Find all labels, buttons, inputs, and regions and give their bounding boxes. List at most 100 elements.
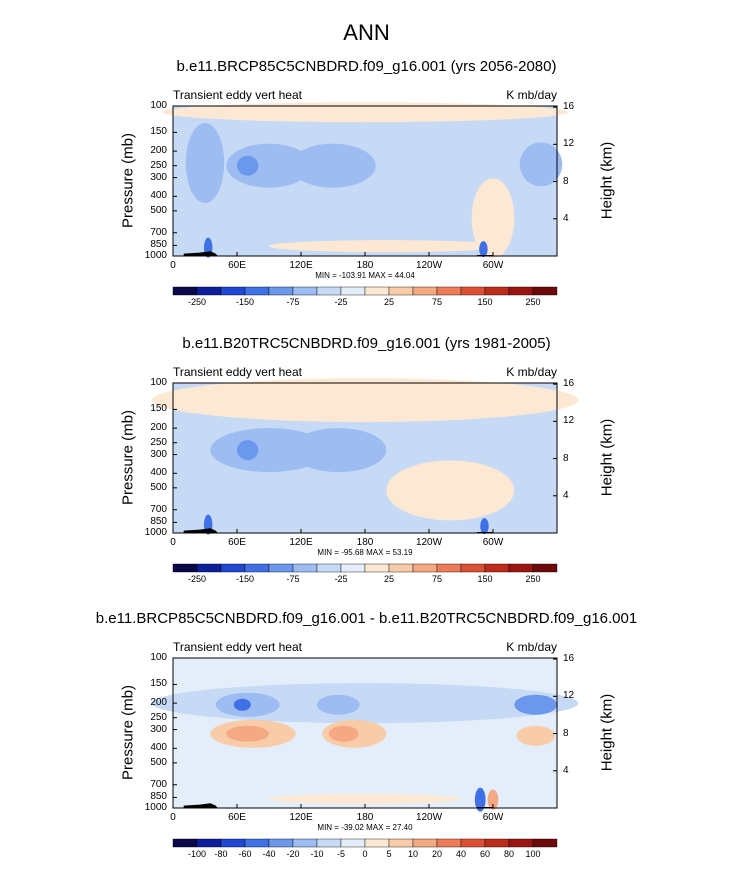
panel-2-plot xyxy=(151,378,579,535)
panel-3-colorbar-label: -60 xyxy=(238,849,252,859)
panel-1-y-tick: 500 xyxy=(150,204,167,216)
panel-2-colorbar-label: 250 xyxy=(525,574,541,584)
panel-2-contour-region xyxy=(480,518,489,535)
panel-2-y-tick: 700 xyxy=(150,503,167,515)
panel-3-x-tick: 120E xyxy=(289,812,313,823)
panel-1-contour-region xyxy=(162,102,568,123)
panel-1-colorbar-swatch xyxy=(532,286,558,296)
panel-3-colorbar-swatch xyxy=(436,838,462,848)
panel-3-right-label: K mb/day xyxy=(506,640,557,654)
panel-1-y-tick: 200 xyxy=(150,145,167,157)
panel-3-title: b.e11.BRCP85C5CNBDRD.f09_g16.001 - b.e11… xyxy=(95,610,638,627)
panel-3-colorbar-swatch xyxy=(244,838,270,848)
panel-3-colorbar-swatch xyxy=(364,838,390,848)
panel-2-colorbar-swatch xyxy=(292,563,318,573)
panel-2-contour-region xyxy=(290,428,387,473)
panel-1-contour-region xyxy=(226,143,312,188)
panel-3-colorbar-swatch xyxy=(316,838,342,848)
panel-2-colorbar-swatch xyxy=(436,563,462,573)
panel-3-contour-region xyxy=(516,725,555,746)
panel-2-colorbar-label: 75 xyxy=(431,574,442,584)
panel-2-y-tick: 1000 xyxy=(144,527,167,538)
panel-2-contour-region xyxy=(386,460,515,521)
panel-2-colorbar-swatch xyxy=(268,563,294,573)
panel-1-min-max: MIN = -103.91 MAX = 44.04 xyxy=(315,271,415,280)
panel-3-colorbar-swatch xyxy=(292,838,318,848)
panel-2-right-label: K mb/day xyxy=(506,365,557,379)
panel-2-right-axis-title: Height (km) xyxy=(598,418,616,497)
panel-3-colorbar-label: 5 xyxy=(386,849,392,859)
panel-3-x-tick: 120W xyxy=(415,812,443,823)
panel-2-x-tick: 180 xyxy=(356,537,374,548)
panel-1-height-tick: 4 xyxy=(563,212,569,224)
panel-3-right-axis-title: Height (km) xyxy=(598,693,616,772)
panel-3-min-max: MIN = -39.02 MAX = 27.40 xyxy=(317,823,413,832)
panel-1-contour-region xyxy=(185,123,225,204)
panel-1-y-tick: 300 xyxy=(150,171,167,183)
panel-2-colorbar-swatch xyxy=(244,563,270,573)
panel-1-colorbar-swatch xyxy=(388,286,414,296)
panel-3-contour-region xyxy=(317,694,360,715)
panel-1-y-tick: 1000 xyxy=(144,250,167,261)
panel-3-y-tick: 500 xyxy=(150,756,167,768)
panel-1-colorbar-swatch xyxy=(196,286,222,296)
panel-3-colorbar-label: 10 xyxy=(407,849,418,859)
panel-1-contour-region xyxy=(471,178,515,259)
panel-1-plot xyxy=(162,102,568,259)
panel-3-x-tick: 60W xyxy=(482,812,504,823)
panel-2-colorbar-swatch xyxy=(220,563,246,573)
panel-3-contour-region xyxy=(474,787,486,812)
panel-2-colorbar-swatch xyxy=(196,563,222,573)
panel-2-x-tick: 60E xyxy=(228,537,246,548)
panel-2-y-tick: 400 xyxy=(150,467,167,479)
panel-2-min-max: MIN = -95.68 MAX = 53.19 xyxy=(317,548,413,557)
panel-2-colorbar-swatch xyxy=(508,563,534,573)
panel-3-colorbar-label: -20 xyxy=(286,849,300,859)
panel-3-colorbar-swatch xyxy=(268,838,294,848)
panel-2-y-tick: 500 xyxy=(150,481,167,493)
panel-3-left-axis-title: Pressure (mb) xyxy=(119,684,137,781)
panel-1-colorbar-label: -75 xyxy=(286,297,300,307)
panel-3-colorbar-swatch xyxy=(532,838,558,848)
panel-1-contour-region xyxy=(519,142,563,187)
panel-1-colorbar-label: -150 xyxy=(235,297,254,307)
panel-3-y-tick: 250 xyxy=(150,711,167,723)
panel-1-colorbar-swatch xyxy=(292,286,318,296)
panel-3-y-tick: 100 xyxy=(150,652,167,663)
panel-1-contour-region xyxy=(237,155,259,176)
panel-2-x-tick: 120E xyxy=(289,537,313,548)
panel-3-contour-region xyxy=(233,698,251,711)
figure-title: ANN xyxy=(343,20,390,45)
panel-3-left-label: Transient eddy vert heat xyxy=(173,640,302,654)
panel-1-colorbar-swatch xyxy=(340,286,366,296)
panel-1-y-tick: 150 xyxy=(150,126,167,138)
panel-2-y-tick: 300 xyxy=(150,448,167,460)
panel-1-colorbar-swatch xyxy=(268,286,294,296)
panel-1-colorbar-label: 150 xyxy=(477,297,493,307)
panel-3-height-tick: 8 xyxy=(563,727,569,739)
panel-1-x-tick: 120E xyxy=(289,260,313,271)
panel-2-y-tick: 250 xyxy=(150,436,167,448)
panel-2-x-tick: 60W xyxy=(482,537,504,548)
panel-3-colorbar-swatch xyxy=(196,838,222,848)
panel-3-colorbar-label: 100 xyxy=(525,849,541,859)
panel-3-y-tick: 700 xyxy=(150,778,167,790)
panel-2-colorbar-swatch xyxy=(388,563,414,573)
panel-2-colorbar-swatch xyxy=(532,563,558,573)
panel-2-colorbar-label: -75 xyxy=(286,574,300,584)
panel-2-y-tick: 850 xyxy=(150,516,167,528)
panel-3-colorbar-swatch xyxy=(460,838,486,848)
panel-2-height-tick: 4 xyxy=(563,489,569,501)
panel-3-colorbar-label: -100 xyxy=(187,849,206,859)
panel-1-colorbar-swatch xyxy=(508,286,534,296)
panel-1-right-label: K mb/day xyxy=(506,88,557,102)
panel-3-x-tick: 60E xyxy=(228,812,246,823)
panel-3-contour-region xyxy=(328,725,359,742)
panel-3-colorbar-label: 20 xyxy=(431,849,442,859)
panel-2-y-tick: 200 xyxy=(150,422,167,434)
panel-3-colorbar-swatch xyxy=(340,838,366,848)
panel-3-height-tick: 12 xyxy=(563,690,575,702)
panel-1-colorbar-label: -250 xyxy=(187,297,206,307)
panel-3-colorbar-label: 60 xyxy=(479,849,490,859)
panel-2-colorbar xyxy=(172,563,558,573)
